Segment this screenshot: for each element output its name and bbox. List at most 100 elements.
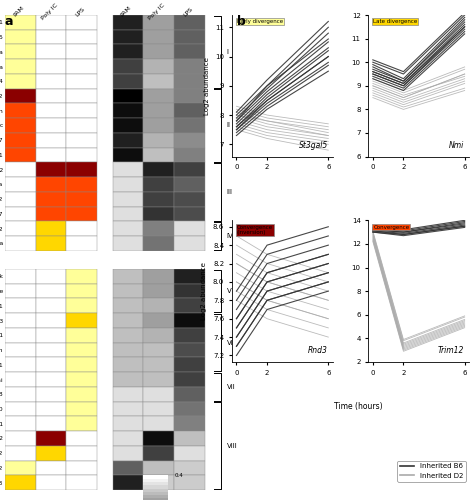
FancyBboxPatch shape xyxy=(144,485,168,488)
FancyBboxPatch shape xyxy=(144,222,174,236)
FancyBboxPatch shape xyxy=(5,446,36,460)
FancyBboxPatch shape xyxy=(36,74,66,88)
FancyBboxPatch shape xyxy=(66,313,97,328)
FancyBboxPatch shape xyxy=(144,492,168,495)
FancyBboxPatch shape xyxy=(174,402,205,416)
FancyBboxPatch shape xyxy=(144,416,174,431)
FancyBboxPatch shape xyxy=(113,118,144,133)
FancyBboxPatch shape xyxy=(144,358,174,372)
Text: Nmi: Nmi xyxy=(449,140,464,149)
FancyBboxPatch shape xyxy=(5,74,36,88)
FancyBboxPatch shape xyxy=(113,269,144,283)
FancyBboxPatch shape xyxy=(174,177,205,192)
FancyBboxPatch shape xyxy=(144,387,174,402)
FancyBboxPatch shape xyxy=(113,446,144,460)
FancyBboxPatch shape xyxy=(36,192,66,206)
FancyBboxPatch shape xyxy=(174,206,205,222)
FancyBboxPatch shape xyxy=(174,328,205,342)
FancyBboxPatch shape xyxy=(174,162,205,177)
FancyBboxPatch shape xyxy=(144,30,174,44)
FancyBboxPatch shape xyxy=(5,358,36,372)
FancyBboxPatch shape xyxy=(5,313,36,328)
FancyBboxPatch shape xyxy=(66,206,97,222)
FancyBboxPatch shape xyxy=(5,387,36,402)
FancyBboxPatch shape xyxy=(174,15,205,30)
FancyBboxPatch shape xyxy=(174,372,205,387)
FancyBboxPatch shape xyxy=(174,416,205,431)
Text: VII: VII xyxy=(227,384,236,390)
FancyBboxPatch shape xyxy=(113,177,144,192)
FancyBboxPatch shape xyxy=(66,446,97,460)
FancyBboxPatch shape xyxy=(113,104,144,118)
FancyBboxPatch shape xyxy=(144,498,168,500)
FancyBboxPatch shape xyxy=(5,162,36,177)
FancyBboxPatch shape xyxy=(113,30,144,44)
FancyBboxPatch shape xyxy=(144,488,168,492)
FancyBboxPatch shape xyxy=(113,372,144,387)
FancyBboxPatch shape xyxy=(174,269,205,283)
FancyBboxPatch shape xyxy=(174,446,205,460)
Text: Early divergence: Early divergence xyxy=(237,19,283,24)
FancyBboxPatch shape xyxy=(174,476,205,490)
FancyBboxPatch shape xyxy=(66,59,97,74)
FancyBboxPatch shape xyxy=(36,222,66,236)
FancyBboxPatch shape xyxy=(174,44,205,59)
FancyBboxPatch shape xyxy=(5,88,36,104)
FancyBboxPatch shape xyxy=(174,298,205,313)
Text: Late divergence: Late divergence xyxy=(374,19,418,24)
FancyBboxPatch shape xyxy=(5,104,36,118)
FancyBboxPatch shape xyxy=(113,298,144,313)
FancyBboxPatch shape xyxy=(66,416,97,431)
FancyBboxPatch shape xyxy=(174,74,205,88)
FancyBboxPatch shape xyxy=(36,104,66,118)
FancyBboxPatch shape xyxy=(5,206,36,222)
FancyBboxPatch shape xyxy=(66,387,97,402)
FancyBboxPatch shape xyxy=(36,59,66,74)
FancyBboxPatch shape xyxy=(113,416,144,431)
FancyBboxPatch shape xyxy=(66,431,97,446)
FancyBboxPatch shape xyxy=(144,88,174,104)
Text: Poly IC: Poly IC xyxy=(40,2,58,21)
FancyBboxPatch shape xyxy=(36,44,66,59)
FancyBboxPatch shape xyxy=(144,177,174,192)
FancyBboxPatch shape xyxy=(66,133,97,148)
FancyBboxPatch shape xyxy=(36,206,66,222)
Text: VIII: VIII xyxy=(227,443,237,449)
FancyBboxPatch shape xyxy=(36,284,66,298)
FancyBboxPatch shape xyxy=(113,358,144,372)
FancyBboxPatch shape xyxy=(5,44,36,59)
FancyBboxPatch shape xyxy=(113,74,144,88)
Text: LPS: LPS xyxy=(74,6,86,18)
FancyBboxPatch shape xyxy=(36,416,66,431)
FancyBboxPatch shape xyxy=(36,402,66,416)
FancyBboxPatch shape xyxy=(5,236,36,250)
FancyBboxPatch shape xyxy=(36,118,66,133)
FancyBboxPatch shape xyxy=(5,59,36,74)
FancyBboxPatch shape xyxy=(36,387,66,402)
FancyBboxPatch shape xyxy=(113,342,144,357)
FancyBboxPatch shape xyxy=(36,162,66,177)
FancyBboxPatch shape xyxy=(5,372,36,387)
FancyBboxPatch shape xyxy=(174,148,205,162)
FancyBboxPatch shape xyxy=(144,104,174,118)
FancyBboxPatch shape xyxy=(144,269,174,283)
FancyBboxPatch shape xyxy=(66,476,97,490)
FancyBboxPatch shape xyxy=(113,313,144,328)
Text: Rnd3: Rnd3 xyxy=(308,346,328,355)
FancyBboxPatch shape xyxy=(66,88,97,104)
FancyBboxPatch shape xyxy=(174,358,205,372)
FancyBboxPatch shape xyxy=(144,476,168,478)
FancyBboxPatch shape xyxy=(113,236,144,250)
FancyBboxPatch shape xyxy=(144,44,174,59)
FancyBboxPatch shape xyxy=(66,222,97,236)
Legend: Inherited B6, Inherited D2: Inherited B6, Inherited D2 xyxy=(397,460,466,481)
Text: LPS: LPS xyxy=(182,6,193,18)
FancyBboxPatch shape xyxy=(66,298,97,313)
FancyBboxPatch shape xyxy=(66,192,97,206)
Text: PAM: PAM xyxy=(12,6,25,18)
Text: a: a xyxy=(5,15,13,28)
FancyBboxPatch shape xyxy=(36,133,66,148)
FancyBboxPatch shape xyxy=(36,342,66,357)
FancyBboxPatch shape xyxy=(144,148,174,162)
FancyBboxPatch shape xyxy=(144,313,174,328)
